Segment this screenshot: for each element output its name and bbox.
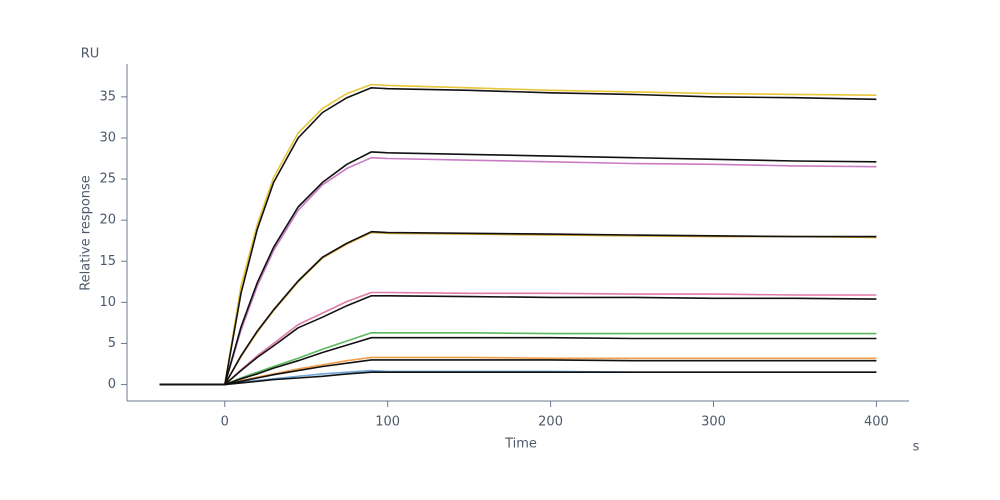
y-tick-label: 35 xyxy=(99,89,116,104)
y-tick-label: 0 xyxy=(108,377,116,392)
x-tick-label: 200 xyxy=(538,415,563,430)
y-tick-label: 25 xyxy=(99,172,116,187)
response-curve xyxy=(159,231,877,386)
y-tick-label: 20 xyxy=(99,213,116,228)
response-curve xyxy=(159,359,877,386)
x-tick-label: 100 xyxy=(375,415,400,430)
response-curve xyxy=(159,151,877,386)
y-axis-label: Relative response xyxy=(79,175,94,291)
x-unit: s xyxy=(913,440,920,455)
x-tick-label: 300 xyxy=(701,415,726,430)
x-axis-label: Time xyxy=(504,437,537,452)
response-curve xyxy=(159,87,877,386)
x-tick-label: 400 xyxy=(864,415,889,430)
response-curve xyxy=(159,294,877,386)
y-tick-label: 15 xyxy=(99,254,116,269)
y-unit: RU xyxy=(81,47,100,62)
y-tick-label: 5 xyxy=(108,336,116,351)
response-curve xyxy=(159,371,877,386)
response-curve xyxy=(159,336,877,386)
response-curve xyxy=(159,83,877,386)
response-curve xyxy=(159,230,877,386)
y-tick-label: 10 xyxy=(99,295,116,310)
x-tick-label: 0 xyxy=(221,415,229,430)
y-tick-label: 30 xyxy=(99,130,116,145)
